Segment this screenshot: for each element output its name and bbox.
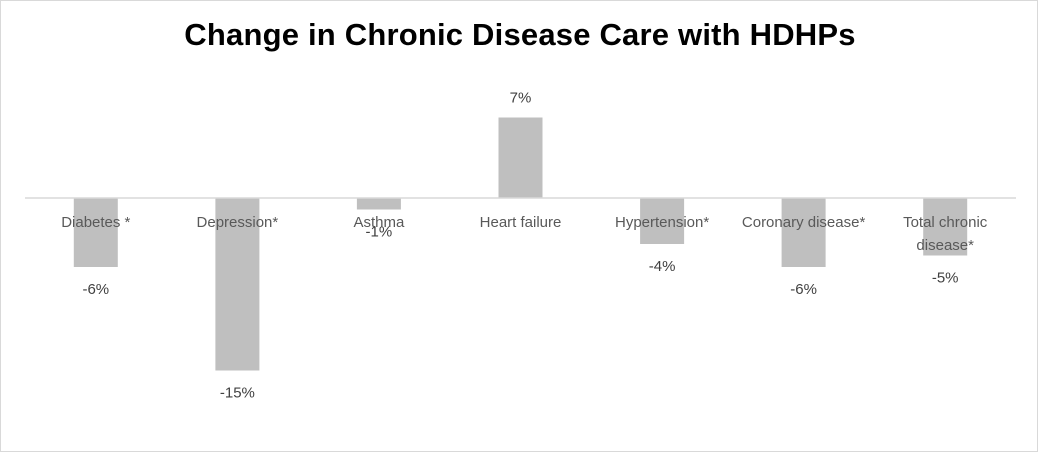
category-label: Depression* xyxy=(197,214,279,231)
bar xyxy=(640,198,685,244)
bar xyxy=(356,198,401,210)
category-label: Heart failure xyxy=(480,214,562,231)
data-label: -5% xyxy=(932,270,959,287)
category-label: Asthma xyxy=(353,214,405,231)
data-label: -15% xyxy=(220,385,255,402)
bar xyxy=(73,198,118,267)
bar xyxy=(923,198,968,256)
bar xyxy=(781,198,826,267)
bar xyxy=(215,198,260,371)
category-label: Total chronic disease* xyxy=(903,214,988,254)
category-label: Diabetes * xyxy=(61,214,130,231)
data-label: 7% xyxy=(510,90,532,107)
category-label: Coronary disease* xyxy=(742,214,866,231)
data-label: -6% xyxy=(790,281,817,298)
bar xyxy=(498,117,543,198)
data-label: -6% xyxy=(82,281,109,298)
data-label: -1% xyxy=(366,224,393,241)
category-label: Hypertension* xyxy=(615,214,709,231)
data-label: -4% xyxy=(649,258,676,275)
chart-title: Change in Chronic Disease Care with HDHP… xyxy=(184,17,856,52)
